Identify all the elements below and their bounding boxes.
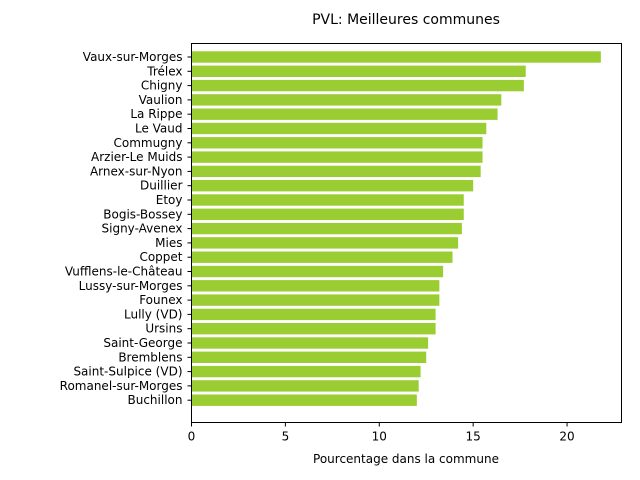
category-label: Duillier — [140, 179, 183, 193]
bar — [191, 208, 464, 220]
y-ticks-group — [187, 56, 192, 401]
category-label: Saint-Sulpice (VD) — [73, 365, 182, 379]
category-label: Signy-Avenex — [102, 222, 183, 236]
bar — [191, 308, 436, 321]
category-label: Bogis-Bossey — [103, 207, 182, 221]
bar — [191, 280, 440, 292]
bar — [191, 265, 444, 278]
x-tick-label: 10 — [372, 430, 387, 444]
x-ticks-group: 0 5 10 15 20 — [188, 422, 575, 444]
category-label: Trélex — [146, 64, 182, 78]
category-label: Vaux-sur-Morges — [83, 50, 183, 64]
category-label: Saint-George — [103, 336, 182, 350]
bar — [191, 180, 474, 192]
category-label: Lussy-sur-Morges — [79, 279, 183, 293]
bar — [191, 394, 417, 406]
category-label: La Rippe — [130, 107, 182, 121]
category-label: Le Vaud — [135, 122, 183, 136]
bar — [191, 222, 462, 235]
category-label: Bremblens — [118, 350, 182, 364]
x-tick-label: 20 — [559, 430, 574, 444]
category-label: Arzier-Le Muids — [91, 150, 183, 164]
category-label: Mies — [155, 236, 182, 250]
category-label: Romanel-sur-Morges — [60, 379, 183, 393]
bar — [191, 165, 481, 178]
plot-frame — [191, 43, 622, 423]
bar — [191, 122, 487, 135]
x-axis-label: Pourcentage dans la commune — [313, 452, 499, 466]
bar — [191, 65, 526, 77]
bar — [191, 137, 483, 149]
bar — [191, 251, 453, 263]
bar — [191, 79, 524, 92]
category-label: Ursins — [145, 322, 182, 336]
category-label: Coppet — [139, 250, 182, 264]
bar — [191, 351, 427, 363]
bar — [191, 294, 440, 306]
x-tick-label: 15 — [466, 430, 481, 444]
bars-group — [191, 51, 601, 406]
x-tick-label: 0 — [188, 430, 196, 444]
bar — [191, 323, 436, 335]
category-label: Etoy — [156, 193, 183, 207]
category-label: Founex — [139, 293, 182, 307]
category-label: Chigny — [141, 79, 183, 93]
category-label: Arnex-sur-Nyon — [90, 164, 183, 178]
bar — [191, 237, 459, 249]
bar — [191, 380, 419, 392]
bar — [191, 94, 502, 106]
category-label: Vaulion — [139, 93, 183, 107]
x-tick-label: 5 — [282, 430, 290, 444]
bar — [191, 194, 464, 206]
bar — [191, 51, 601, 63]
category-label: Commugny — [113, 136, 182, 150]
category-label: Lully (VD) — [124, 307, 182, 321]
chart-title: PVL: Meilleures communes — [312, 12, 500, 28]
bar — [191, 337, 429, 349]
category-label: Buchillon — [128, 393, 183, 407]
bar — [191, 108, 498, 120]
bar — [191, 151, 483, 163]
bar — [191, 365, 421, 378]
category-label: Vufflens-le-Château — [65, 265, 183, 279]
